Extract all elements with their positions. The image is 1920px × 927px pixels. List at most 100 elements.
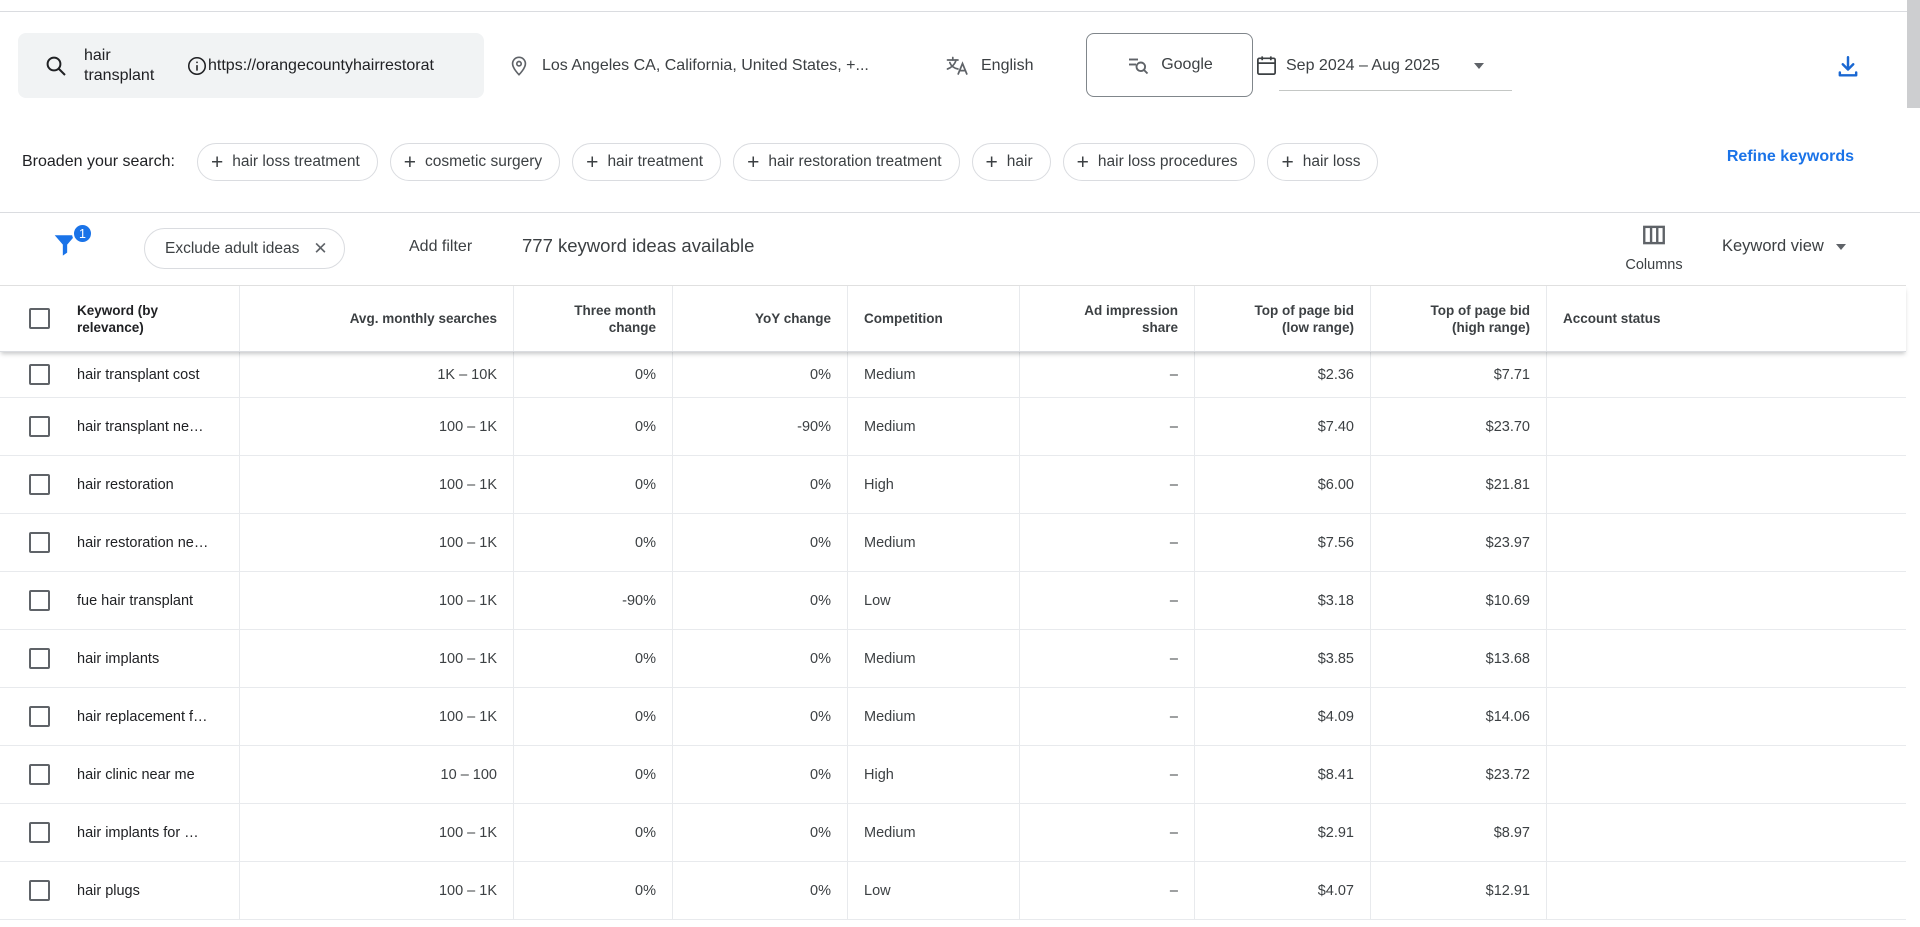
translate-icon (945, 54, 969, 78)
date-range-selector[interactable]: Sep 2024 – Aug 2025 (1255, 33, 1484, 98)
yoy-change-cell: 0% (672, 456, 847, 513)
header-competition[interactable]: Competition (847, 286, 1019, 351)
avg-monthly-searches-cell: 100 – 1K (239, 688, 513, 745)
close-icon[interactable]: ✕ (313, 238, 328, 258)
three-month-change-cell: 0% (513, 352, 672, 397)
keywords-url-field[interactable]: hair transplant https://orangecountyhair… (18, 33, 484, 98)
seed-keywords-value[interactable]: hair transplant (84, 46, 155, 84)
row-checkbox[interactable] (29, 764, 50, 785)
keyword-ideas-table: Keyword (by relevance) Avg. monthly sear… (0, 285, 1906, 920)
account-status-cell (1546, 862, 1906, 919)
competition-cell: Low (847, 572, 1019, 629)
top-bid-low-cell: $4.09 (1194, 688, 1370, 745)
broaden-chip[interactable]: + hair treatment (572, 143, 722, 181)
row-checkbox[interactable] (29, 880, 50, 901)
row-checkbox-cell (0, 688, 60, 745)
select-all-checkbox[interactable] (29, 308, 50, 329)
avg-monthly-searches-cell: 100 – 1K (239, 804, 513, 861)
row-checkbox[interactable] (29, 822, 50, 843)
filter-button[interactable]: 1 (52, 223, 93, 264)
broaden-chip-label: hair restoration treatment (768, 153, 942, 170)
competition-cell: Medium (847, 514, 1019, 571)
refine-keywords-link[interactable]: Refine keywords (1726, 148, 1854, 165)
ad-impression-share-cell: – (1019, 688, 1194, 745)
view-selector[interactable]: Keyword view (1722, 237, 1846, 256)
top-bid-low-cell: $3.18 (1194, 572, 1370, 629)
row-checkbox[interactable] (29, 364, 50, 385)
row-checkbox-cell (0, 746, 60, 803)
row-checkbox-cell (0, 630, 60, 687)
download-icon (1834, 52, 1862, 80)
three-month-change-cell: -90% (513, 572, 672, 629)
broaden-chip-label: hair (1006, 153, 1033, 170)
header-yoy-change[interactable]: YoY change (672, 286, 847, 351)
ad-impression-share-cell: – (1019, 572, 1194, 629)
broaden-chip[interactable]: + hair loss (1267, 143, 1379, 181)
competition-cell: Medium (847, 804, 1019, 861)
top-bid-high-cell: $23.70 (1370, 398, 1546, 455)
add-filter-button[interactable]: Add filter (409, 238, 473, 255)
account-status-cell (1546, 456, 1906, 513)
row-checkbox[interactable] (29, 590, 50, 611)
three-month-change-cell: 0% (513, 746, 672, 803)
network-selector[interactable]: Google (1086, 33, 1253, 97)
language-selector[interactable]: English (945, 33, 1033, 98)
download-button[interactable] (1828, 46, 1868, 86)
header-account-status[interactable]: Account status (1546, 286, 1906, 351)
three-month-change-cell: 0% (513, 688, 672, 745)
row-checkbox[interactable] (29, 706, 50, 727)
header-three-month-change[interactable]: Three month change (513, 286, 672, 351)
row-checkbox-cell (0, 514, 60, 571)
seed-url-value[interactable]: https://orangecountyhairrestorat (208, 56, 434, 74)
header-keyword[interactable]: Keyword (by relevance) (77, 302, 159, 335)
yoy-change-cell: 0% (672, 688, 847, 745)
top-bid-low-cell: $2.36 (1194, 352, 1370, 397)
broaden-chip[interactable]: + hair loss treatment (196, 143, 378, 181)
header-top-bid-low[interactable]: Top of page bid (low range) (1194, 286, 1370, 351)
broaden-chip[interactable]: + cosmetic surgery (389, 143, 561, 181)
row-checkbox-cell (0, 398, 60, 455)
location-selector[interactable]: Los Angeles CA, California, United State… (508, 33, 869, 98)
row-checkbox-cell (0, 456, 60, 513)
broaden-chip[interactable]: + hair loss procedures (1062, 143, 1256, 181)
table-row: hair restoration 100 – 1K 0% 0% High – $… (0, 456, 1906, 514)
row-checkbox[interactable] (29, 532, 50, 553)
top-bid-low-cell: $8.41 (1194, 746, 1370, 803)
yoy-change-cell: 0% (672, 862, 847, 919)
vertical-scrollbar-thumb[interactable] (1907, 0, 1920, 108)
avg-monthly-searches-cell: 100 – 1K (239, 630, 513, 687)
broaden-chip-label: hair loss procedures (1097, 153, 1238, 170)
account-status-cell (1546, 688, 1906, 745)
exclude-adult-ideas-chip[interactable]: Exclude adult ideas ✕ (144, 228, 345, 269)
top-bid-high-cell: $7.71 (1370, 352, 1546, 397)
row-checkbox[interactable] (29, 648, 50, 669)
date-range-underline (1279, 90, 1512, 91)
table-row: hair plugs 100 – 1K 0% 0% Low – $4.07 $1… (0, 862, 1906, 920)
broaden-chip[interactable]: + hair restoration treatment (733, 143, 960, 181)
three-month-change-cell: 0% (513, 456, 672, 513)
columns-button[interactable]: Columns (1622, 222, 1686, 273)
row-checkbox[interactable] (29, 416, 50, 437)
competition-cell: Medium (847, 630, 1019, 687)
avg-monthly-searches-cell: 100 – 1K (239, 572, 513, 629)
broaden-chip-label: hair treatment (607, 153, 704, 170)
keyword-cell: hair restoration ne… (77, 534, 209, 551)
header-ad-impression-share[interactable]: Ad impression share (1019, 286, 1194, 351)
account-status-cell (1546, 630, 1906, 687)
search-network-icon (1126, 53, 1150, 77)
table-row: fue hair transplant 100 – 1K -90% 0% Low… (0, 572, 1906, 630)
header-top-bid-high[interactable]: Top of page bid (high range) (1370, 286, 1546, 351)
plus-icon: + (1076, 150, 1089, 174)
view-label: Keyword view (1722, 237, 1824, 255)
table-row: hair transplant ne… 100 – 1K 0% -90% Med… (0, 398, 1906, 456)
search-icon (44, 54, 68, 78)
top-bid-high-cell: $14.06 (1370, 688, 1546, 745)
competition-cell: High (847, 746, 1019, 803)
header-avg-monthly-searches[interactable]: Avg. monthly searches (239, 286, 513, 351)
broaden-chip[interactable]: + hair (971, 143, 1051, 181)
avg-monthly-searches-cell: 100 – 1K (239, 514, 513, 571)
row-checkbox[interactable] (29, 474, 50, 495)
three-month-change-cell: 0% (513, 630, 672, 687)
competition-cell: Medium (847, 352, 1019, 397)
avg-monthly-searches-cell: 10 – 100 (239, 746, 513, 803)
